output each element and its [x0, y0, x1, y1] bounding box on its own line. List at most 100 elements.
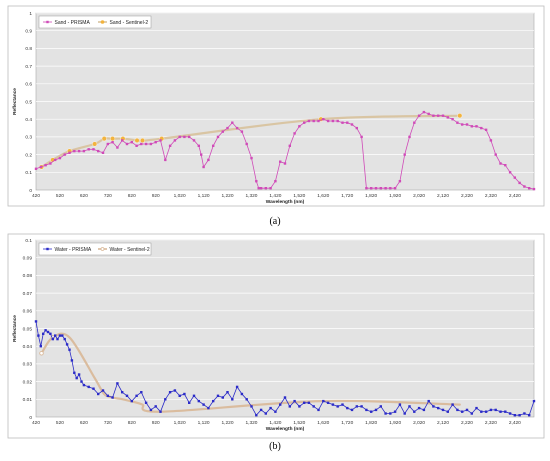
data-point-prisma: [336, 405, 339, 408]
data-point-prisma: [341, 121, 344, 124]
data-point-prisma: [111, 396, 114, 399]
y-tick-label: 0.08: [23, 273, 33, 279]
data-point-prisma: [293, 132, 296, 135]
y-tick-label: 0.6: [25, 82, 32, 88]
data-point-prisma: [58, 156, 62, 160]
data-point-prisma: [432, 114, 435, 117]
y-tick-label: 0.2: [25, 152, 32, 158]
data-point-prisma: [77, 149, 81, 153]
data-point-prisma: [322, 118, 325, 121]
data-point-prisma: [49, 162, 52, 165]
data-point-prisma: [293, 399, 296, 403]
data-point-prisma: [398, 403, 402, 406]
x-tick-label: 1,420: [269, 193, 281, 199]
data-point-prisma: [173, 389, 177, 392]
x-axis-title: Wavelength (nm): [266, 426, 305, 432]
data-point-prisma: [121, 391, 124, 394]
data-point-prisma: [164, 158, 167, 162]
data-point-prisma: [192, 139, 196, 142]
data-point-prisma: [207, 158, 210, 162]
data-point-prisma: [403, 153, 406, 156]
y-tick-label: 0.9: [25, 29, 32, 35]
x-tick-label: 720: [104, 193, 112, 199]
x-tick-label: 1,820: [365, 193, 377, 199]
data-point-prisma: [92, 387, 95, 390]
data-point-prisma: [365, 187, 368, 190]
data-point-prisma: [46, 330, 50, 334]
data-point-prisma: [250, 405, 253, 408]
data-point-prisma: [379, 405, 382, 408]
data-point-prisma: [58, 334, 62, 337]
data-point-prisma: [528, 187, 531, 190]
x-tick-label: 720: [104, 420, 112, 426]
data-point-prisma: [427, 399, 430, 403]
data-point-prisma: [116, 146, 119, 149]
data-point-prisma: [97, 149, 100, 153]
y-tick-label: 0: [29, 188, 32, 194]
data-point-prisma: [121, 139, 124, 142]
data-point-prisma: [255, 414, 258, 417]
data-point-prisma: [441, 114, 445, 117]
data-point-prisma: [159, 410, 162, 413]
data-point-prisma: [39, 345, 42, 348]
data-point-prisma: [317, 119, 320, 123]
data-point-prisma: [212, 144, 215, 147]
data-point-prisma: [303, 121, 306, 124]
data-point-prisma: [346, 406, 349, 410]
data-point-prisma: [154, 405, 157, 408]
legend-label: Sand - PRISMA: [55, 20, 91, 26]
data-point-prisma: [283, 162, 287, 165]
data-point-prisma: [159, 139, 162, 142]
data-point-prisma: [288, 144, 291, 147]
y-tick-label: 0.01: [23, 397, 33, 403]
data-point-prisma: [51, 337, 54, 341]
data-point-prisma: [250, 156, 253, 160]
data-point-prisma: [288, 405, 291, 408]
data-point-prisma: [523, 412, 526, 415]
y-tick-label: 0.5: [25, 99, 32, 105]
x-tick-label: 820: [128, 420, 136, 426]
data-point-prisma: [149, 408, 153, 412]
data-point-prisma: [61, 334, 64, 337]
x-tick-label: 2,020: [413, 420, 425, 426]
y-tick-label: 1: [29, 11, 32, 17]
data-point-prisma: [470, 412, 473, 415]
data-point-prisma: [274, 180, 277, 183]
data-point-prisma: [389, 187, 392, 190]
data-point-prisma: [475, 406, 478, 410]
data-point-prisma: [298, 405, 301, 408]
x-tick-label: 2,320: [485, 420, 497, 426]
data-point-prisma: [269, 406, 272, 410]
x-tick-label: 1,120: [198, 420, 210, 426]
x-tick-label: 1,520: [293, 193, 305, 199]
data-point-prisma: [331, 403, 335, 406]
x-tick-label: 1,520: [293, 420, 305, 426]
data-point-prisma: [303, 401, 306, 404]
x-tick-label: 520: [56, 420, 64, 426]
data-point-prisma: [116, 382, 119, 385]
chart-panel-0: 0 0.1 0.2 0.3 0.4 0.5 0.6 0.7 0.8 0.9 1 420 520 620 72…: [7, 5, 545, 227]
data-point-prisma: [279, 403, 282, 406]
legend-marker: [46, 20, 49, 24]
data-point-prisma: [54, 334, 57, 337]
x-tick-label: 1,220: [222, 193, 234, 199]
data-point-prisma: [183, 135, 186, 139]
data-point-prisma: [437, 114, 440, 117]
data-point-prisma: [504, 410, 507, 413]
data-point-prisma: [350, 123, 354, 126]
x-tick-label: 1,620: [317, 420, 329, 426]
legend-label: Sand - Sentinel-2: [110, 20, 149, 26]
legend-marker: [100, 20, 105, 24]
x-tick-label: 920: [152, 193, 160, 199]
data-point-prisma: [144, 401, 148, 404]
y-tick-label: 0.09: [23, 256, 33, 262]
data-point-prisma: [235, 126, 239, 130]
data-point-prisma: [283, 396, 287, 399]
data-point-prisma: [422, 408, 426, 412]
x-tick-label: 2,220: [461, 420, 473, 426]
x-tick-label: 1,720: [341, 193, 353, 199]
data-point-prisma: [226, 391, 229, 394]
data-point-sentinel: [140, 137, 146, 143]
data-point-prisma: [188, 401, 191, 404]
